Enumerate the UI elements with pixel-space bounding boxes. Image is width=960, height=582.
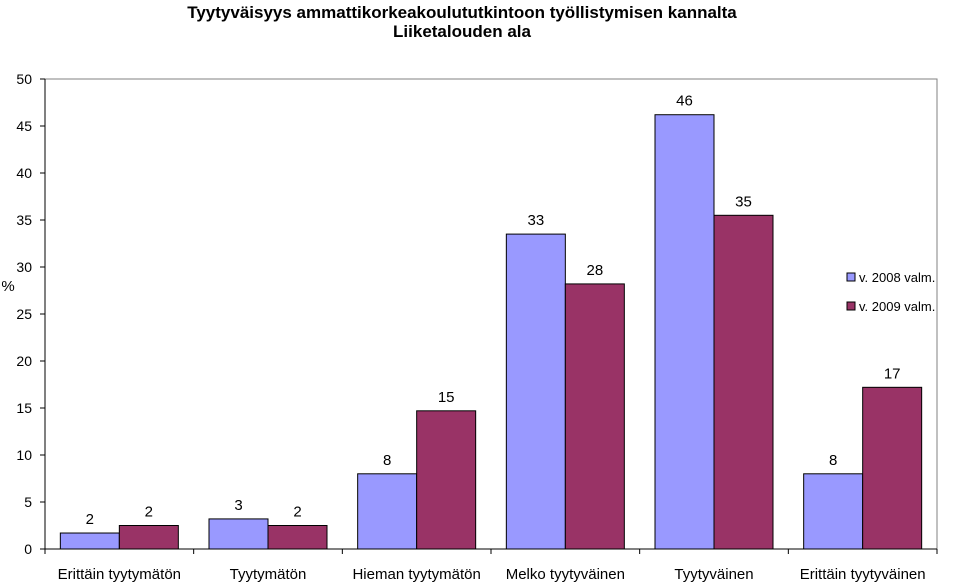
bar-series-2[interactable] (713, 214, 774, 550)
legend-swatch (846, 301, 856, 311)
bar-series-2[interactable] (118, 525, 179, 550)
x-tick-label: Melko tyytyväinen (506, 566, 625, 582)
bar-series-2[interactable] (416, 410, 477, 550)
bars (59, 114, 923, 550)
y-tick-label: 30 (16, 259, 32, 275)
data-label: 15 (438, 389, 455, 406)
x-tick-label: Tyytyväinen (674, 566, 753, 582)
bar-series-1[interactable] (505, 233, 566, 550)
data-label: 46 (676, 93, 693, 110)
x-tick-label: Tyytymätön (230, 566, 307, 582)
data-label: 2 (293, 504, 301, 521)
y-tick-label: 10 (16, 447, 32, 463)
data-label: 17 (884, 365, 901, 382)
data-label: 2 (145, 504, 153, 521)
y-tick-label: 40 (16, 165, 32, 181)
y-tick-label: 0 (24, 541, 32, 557)
y-tick-label: 35 (16, 212, 32, 228)
bar-series-2[interactable] (862, 386, 923, 550)
data-label: 3 (234, 497, 242, 514)
data-label: 2 (86, 511, 94, 528)
bar-series-1[interactable] (654, 114, 715, 550)
y-axis-label: % (1, 278, 14, 295)
bar-series-2[interactable] (564, 283, 625, 550)
y-tick-label: 45 (16, 118, 32, 134)
data-label: 8 (829, 452, 837, 469)
axes: 0 5 10 15 20 25 30 35 40 45 50% Erittäin tyytymätön… (1, 71, 938, 582)
y-tick-label: 5 (24, 494, 32, 510)
data-labels: 2 3 8 33 46 8 2 2 15 28 35 17 (86, 93, 901, 528)
y-tick-label: 25 (16, 306, 32, 322)
bar-series-1[interactable] (357, 473, 418, 550)
bar-series-2[interactable] (267, 525, 328, 550)
chart-subtitle: Liiketalouden ala (393, 22, 531, 41)
data-label: 28 (586, 262, 603, 279)
legend-label: v. 2009 valm. (859, 299, 935, 314)
y-tick-label: 50 (16, 71, 32, 87)
x-tick-label: Erittäin tyytyväinen (800, 566, 926, 582)
x-tick-label: Erittäin tyytymätön (58, 566, 181, 582)
bar-series-1[interactable] (208, 518, 269, 550)
legend[interactable]: v. 2008 valm. v. 2009 valm. (846, 270, 935, 314)
data-label: 33 (527, 212, 544, 229)
data-label: 8 (383, 452, 391, 469)
y-tick-label: 20 (16, 353, 32, 369)
bar-series-1[interactable] (59, 532, 120, 550)
chart-title: Tyytyväisyys ammattikorkeakoulututkintoo… (187, 3, 737, 22)
data-label: 35 (735, 193, 752, 210)
x-tick-label: Hieman tyytymätön (352, 566, 480, 582)
legend-swatch (846, 272, 856, 282)
legend-label: v. 2008 valm. (859, 270, 935, 285)
y-tick-label: 15 (16, 400, 32, 416)
bar-series-1[interactable] (803, 473, 864, 550)
